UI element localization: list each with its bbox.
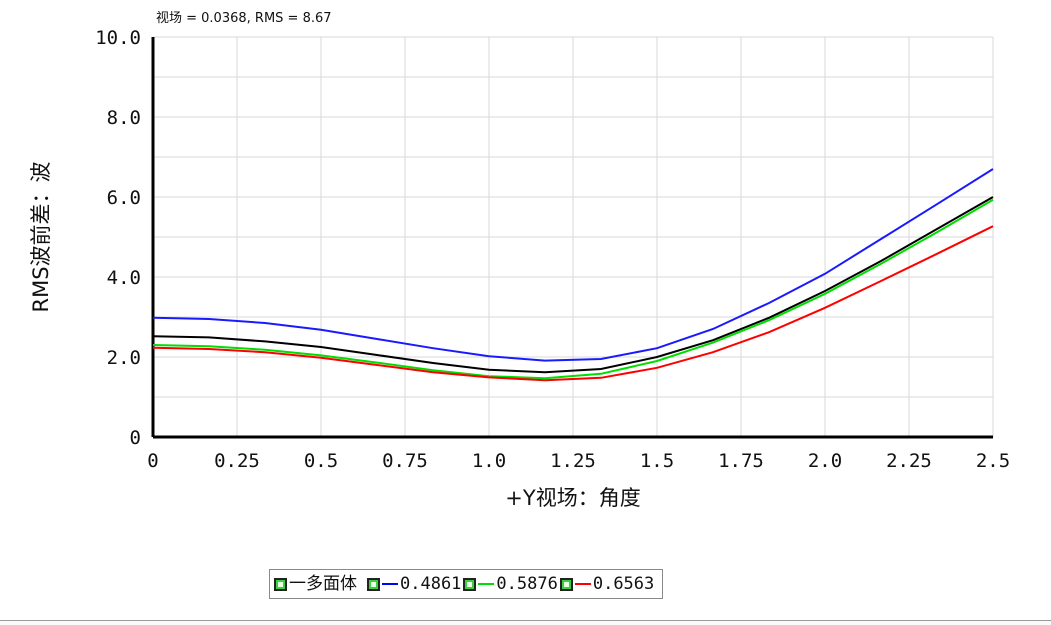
bottom-panel	[0, 620, 1051, 625]
legend-swatch	[478, 583, 495, 585]
chart-header-text: 视场 = 0.0368, RMS = 8.67	[156, 11, 332, 26]
y-axis-label: RMS波前差：波	[29, 161, 53, 312]
series-line-3	[152, 198, 994, 380]
x-tick-label: 2.5	[976, 450, 1010, 472]
y-tick-label: 2.0	[107, 347, 141, 369]
axes	[151, 37, 993, 439]
x-tick-label: 0.75	[382, 450, 428, 472]
x-tick-label: 1.0	[472, 450, 506, 472]
rms-wavefront-chart: 视场 = 0.0368, RMS = 8.67 0 0.25 0.5 0.75 1.0 1…	[29, 11, 1010, 510]
x-tick-label: 0.25	[214, 450, 260, 472]
x-tick-label: 1.25	[550, 450, 596, 472]
legend-label: 0.6563	[592, 573, 655, 594]
y-tick-label: 8.0	[107, 107, 141, 129]
tick-labels: 0 0.25 0.5 0.75 1.0 1.25 1.5 1.75 2.0 2.25 2.5 0 2.0…	[95, 27, 1010, 472]
x-tick-label: 2.0	[808, 450, 842, 472]
series-line-4	[152, 225, 994, 382]
y-tick-label: 6.0	[107, 187, 141, 209]
legend-label: 0.4861	[400, 573, 462, 594]
y-tick-label: 0	[130, 427, 141, 449]
x-tick-label: 1.75	[718, 450, 764, 472]
x-tick-label: 1.5	[640, 450, 674, 472]
checkbox-icon[interactable]	[559, 577, 573, 591]
checkbox-icon[interactable]	[274, 577, 287, 591]
series-line-1	[152, 196, 994, 374]
x-tick-label: 0.5	[304, 450, 338, 472]
legend-item[interactable]: 一多面体	[274, 573, 357, 594]
checkbox-icon[interactable]	[463, 577, 477, 591]
series-line-2	[152, 168, 994, 362]
legend-item[interactable]: 0.5876	[463, 573, 558, 594]
x-axis-label: +Y视场：角度	[505, 486, 640, 510]
legend: 一多面体 0.4861 0.5876 0.6563	[269, 569, 664, 599]
series-lines	[152, 168, 994, 382]
checkbox-icon[interactable]	[367, 577, 380, 591]
legend-label: 0.5876	[496, 573, 558, 594]
x-tick-label: 2.25	[886, 450, 932, 472]
legend-item[interactable]: 0.4861	[367, 573, 462, 594]
y-tick-label: 4.0	[107, 267, 141, 289]
legend-item[interactable]: 0.6563	[559, 573, 655, 594]
x-tick-label: 0	[147, 450, 158, 472]
legend-swatch	[382, 583, 398, 585]
legend-swatch	[574, 583, 591, 585]
y-tick-label: 10.0	[95, 27, 141, 49]
legend-label: 一多面体	[289, 573, 357, 594]
